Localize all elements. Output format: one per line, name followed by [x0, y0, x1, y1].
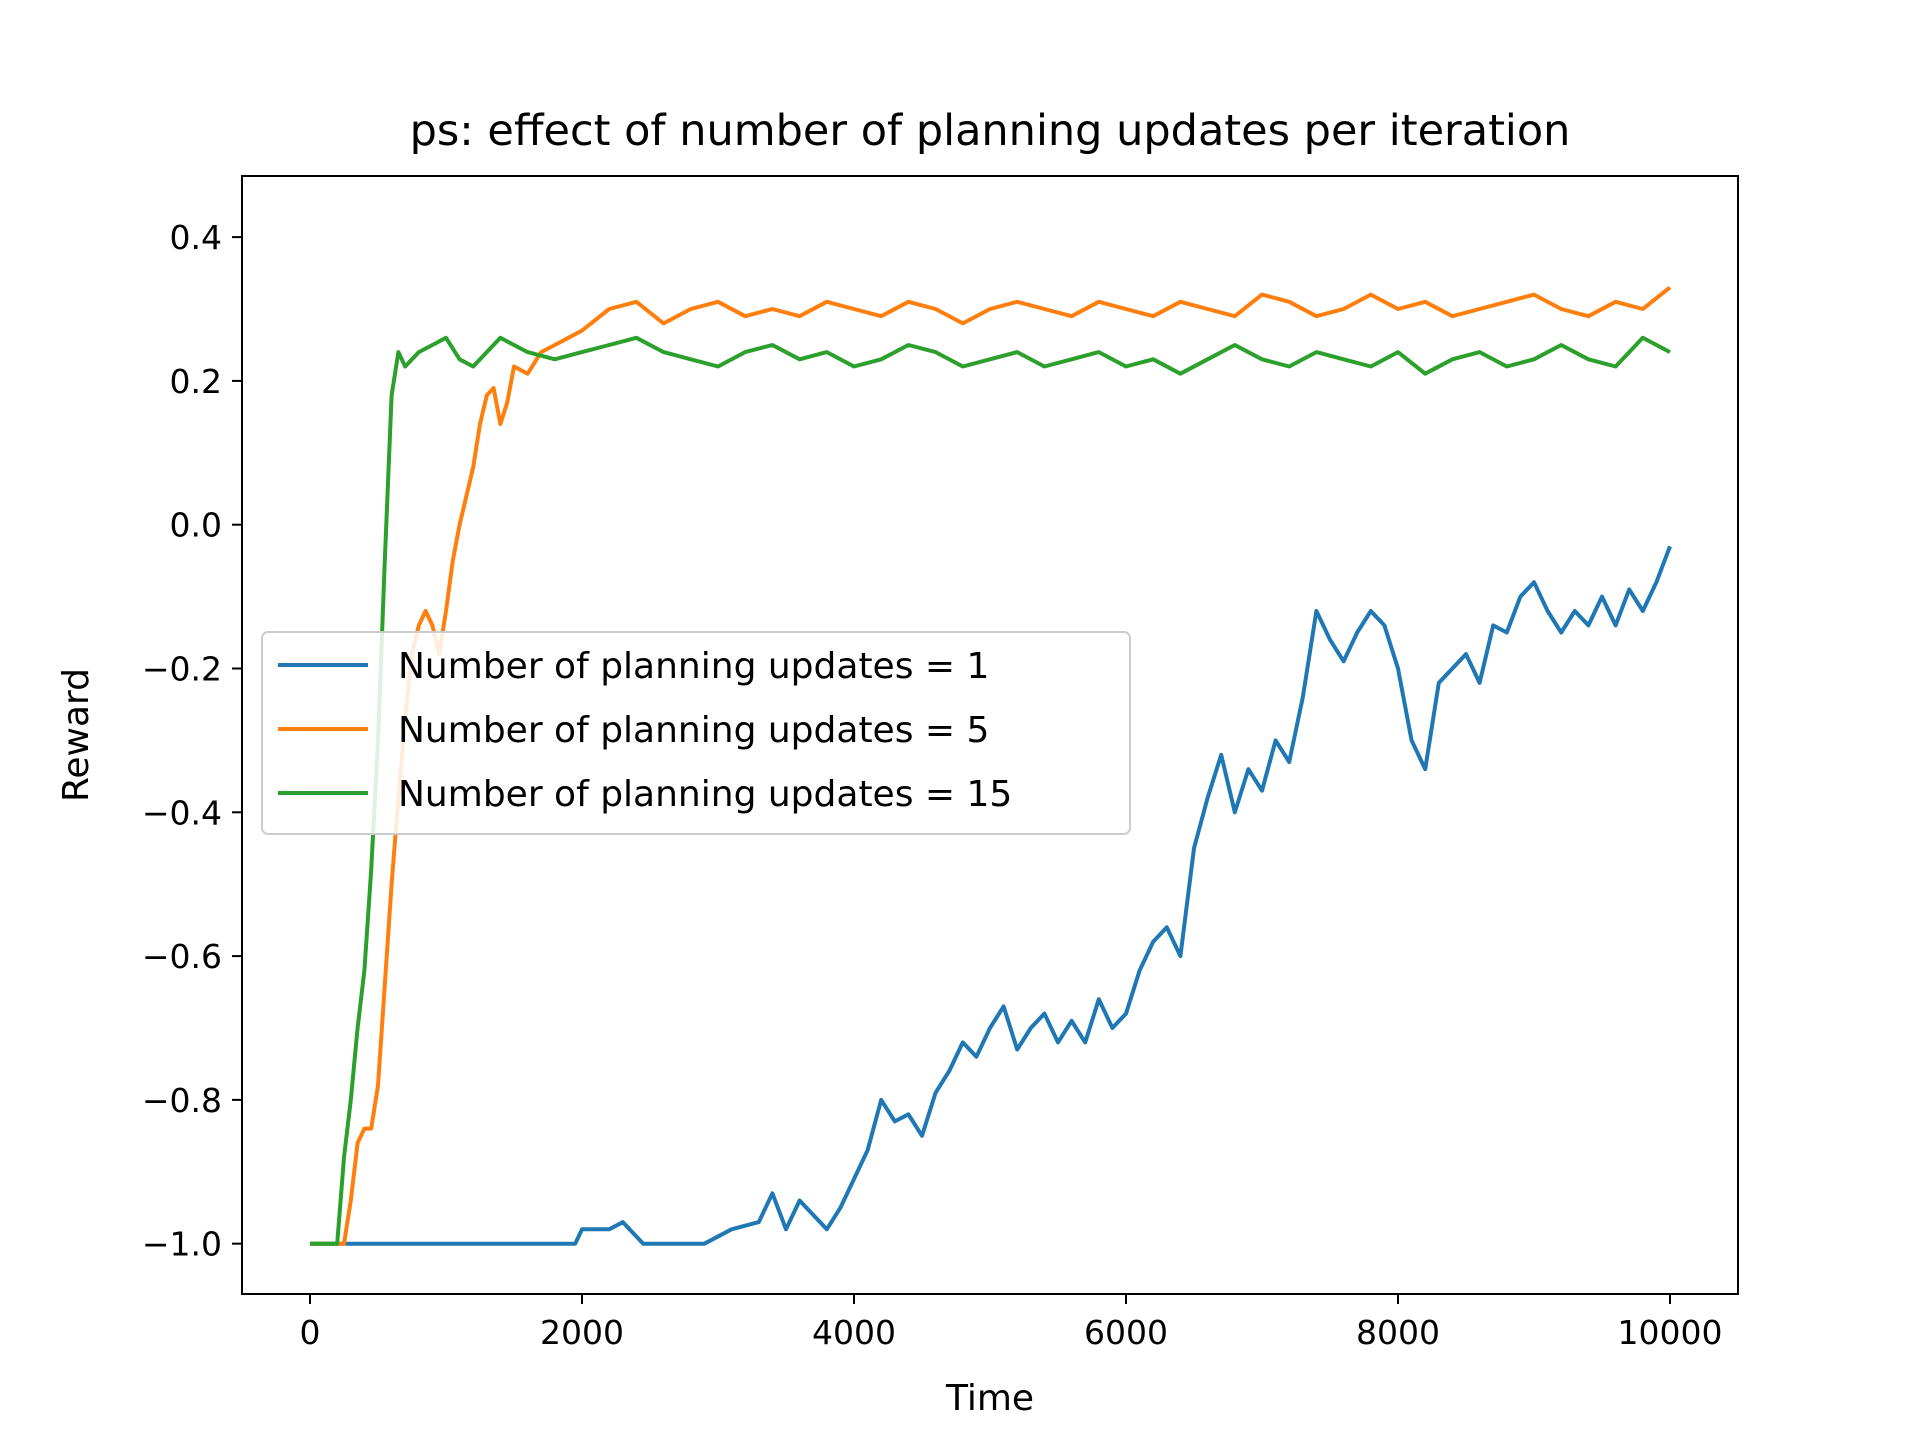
series-line-2	[310, 285, 1672, 1246]
x-axis-label: Time	[945, 1378, 1034, 1419]
legend: Number of planning updates = 1 Number of …	[261, 631, 1131, 835]
x-axis: 0 2000 4000 6000 8000 10000	[300, 1294, 1723, 1352]
x-tick-label: 0	[300, 1313, 321, 1352]
y-axis: −1.0 −0.8 −0.6 −0.4 −0.2 0.0 0.2 0.4	[142, 218, 242, 1264]
y-axis-label: Reward	[56, 668, 97, 802]
y-tick-label: 0.0	[170, 506, 222, 545]
series-line-3	[310, 335, 1671, 1246]
chart-title: ps: effect of number of planning updates…	[410, 106, 1571, 156]
y-tick-label: −1.0	[142, 1225, 222, 1264]
x-tick-label: 10000	[1618, 1313, 1723, 1352]
plot-lines	[310, 285, 1672, 1246]
y-tick-label: −0.2	[142, 649, 222, 688]
x-tick-label: 4000	[812, 1313, 896, 1352]
y-tick-label: −0.8	[142, 1081, 222, 1120]
legend-box	[261, 631, 1131, 835]
y-tick-label: 0.4	[170, 218, 222, 257]
legend-label-3: Number of planning updates = 15	[398, 774, 1012, 815]
legend-label-1: Number of planning updates = 1	[398, 646, 989, 687]
y-tick-label: 0.2	[170, 362, 222, 401]
x-tick-label: 8000	[1356, 1313, 1440, 1352]
y-tick-label: −0.4	[142, 793, 222, 832]
y-tick-label: −0.6	[142, 937, 222, 976]
x-tick-label: 6000	[1084, 1313, 1168, 1352]
series-line-1	[310, 545, 1672, 1246]
plot-area-frame	[241, 175, 1739, 1295]
x-tick-label: 2000	[540, 1313, 624, 1352]
legend-label-2: Number of planning updates = 5	[398, 710, 989, 751]
